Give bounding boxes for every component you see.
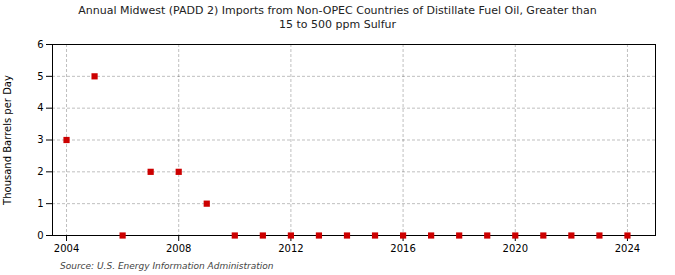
- svg-text:2008: 2008: [166, 242, 191, 253]
- svg-text:2024: 2024: [615, 242, 640, 253]
- svg-text:Thousand Barrels per Day: Thousand Barrels per Day: [2, 75, 13, 206]
- svg-text:1: 1: [37, 197, 43, 208]
- svg-text:6: 6: [37, 38, 43, 49]
- svg-text:2: 2: [37, 166, 43, 177]
- svg-text:4: 4: [37, 102, 43, 113]
- svg-text:3: 3: [37, 134, 43, 145]
- html-text:Source: U.S. Energy Informatio: Source: U.S. Energy Information Administ…: [60, 260, 274, 271]
- svg-text:0: 0: [37, 229, 43, 240]
- svg-text:2016: 2016: [390, 242, 415, 253]
- svg-text:5: 5: [37, 70, 43, 81]
- svg-text:2004: 2004: [54, 242, 79, 253]
- svg-text:2012: 2012: [278, 242, 303, 253]
- html-text:Annual Midwest (PADD 2) Import: Annual Midwest (PADD 2) Imports from Non…: [78, 4, 597, 31]
- svg-text:2020: 2020: [503, 242, 528, 253]
